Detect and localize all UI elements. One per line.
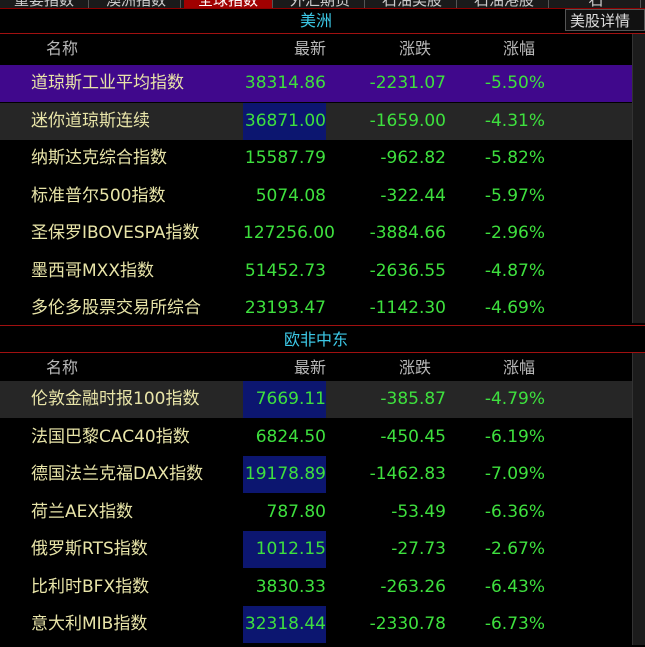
table-row[interactable]: 比利时BFX指数 3830.33 -263.26 -6.43% [0, 569, 632, 606]
column-title[interactable]: 涨跌 [398, 39, 431, 58]
change: -3884.66 [369, 223, 446, 243]
section-header: 欧非中东 [0, 328, 645, 353]
last-price: 5074.08 [255, 185, 326, 206]
change: -962.82 [380, 148, 446, 168]
tab[interactable]: 石 [552, 0, 641, 8]
table-row[interactable]: 迷你道琼斯连续 36871.00 -1659.00 -4.31% [0, 102, 632, 140]
index-name: 法国巴黎CAC40指数 [31, 426, 190, 447]
change-pct: -4.69% [484, 298, 545, 318]
index-name: 伦敦金融时报100指数 [31, 389, 200, 409]
column-header: 名称 最新 涨跌 涨幅 [0, 349, 632, 386]
table-row[interactable]: 伦敦金融时报100指数 7669.11 -385.87 -4.79% [0, 381, 632, 418]
table-row[interactable]: 德国法兰克福DAX指数 19178.89 -1462.83 -7.09% [0, 456, 632, 493]
change-pct: -4.79% [484, 389, 545, 409]
tab[interactable]: 重要指数 [0, 0, 89, 8]
change: -1659.00 [369, 110, 446, 131]
change: -263.26 [380, 576, 446, 597]
last-price: 127256.00 [243, 223, 335, 243]
column-title[interactable]: 涨跌 [398, 358, 431, 377]
change: -27.73 [391, 539, 446, 559]
change-pct: -2.67% [484, 539, 545, 559]
change: -1142.30 [369, 298, 446, 318]
index-name: 意大利MIB指数 [31, 614, 148, 634]
last-price: 7669.11 [243, 381, 326, 418]
table-row[interactable]: 圣保罗IBOVESPA指数 127256.00 -3884.66 -2.96% [0, 215, 632, 252]
table-row[interactable]: 法国巴黎CAC40指数 6824.50 -450.45 -6.19% [0, 419, 632, 456]
tab[interactable]: 外汇期货 [276, 0, 365, 8]
index-name: 荷兰AEX指数 [31, 501, 134, 522]
tab-bar: 重要指数 澳洲指数 全球指数 外汇期货 石油美股 石油港股石 [0, 0, 645, 9]
index-name: 道琼斯工业平均指数 [31, 73, 184, 93]
scrollbar[interactable] [632, 353, 645, 645]
change: -2231.07 [369, 73, 446, 93]
column-header: 名称 最新 涨跌 涨幅 [0, 30, 632, 67]
index-name: 标准普尔500指数 [31, 185, 166, 206]
index-name: 纳斯达克综合指数 [31, 148, 167, 168]
table-row[interactable]: 意大利MIB指数 32318.44 -2330.78 -6.73% [0, 606, 632, 643]
change-pct: -4.87% [484, 260, 545, 281]
tab[interactable]: 澳洲指数 [92, 0, 181, 8]
section-header: 美洲 美股详情 [0, 9, 645, 34]
last-price: 1012.15 [243, 531, 326, 568]
change: -385.87 [380, 389, 446, 409]
last-price: 6824.50 [255, 426, 326, 447]
change: -1462.83 [369, 464, 446, 484]
change-pct: -6.19% [484, 426, 545, 447]
column-title[interactable]: 最新 [293, 358, 326, 377]
index-name: 圣保罗IBOVESPA指数 [31, 223, 200, 243]
index-name: 比利时BFX指数 [31, 576, 150, 597]
change-pct: -6.43% [484, 576, 545, 597]
scrollbar[interactable] [632, 34, 645, 323]
table-row[interactable]: 荷兰AEX指数 787.80 -53.49 -6.36% [0, 494, 632, 531]
table-row[interactable]: 道琼斯工业平均指数 38314.86 -2231.07 -5.50% [0, 65, 632, 102]
section-title: 美洲 [299, 11, 332, 30]
last-price: 38314.86 [244, 73, 326, 93]
last-price: 787.80 [266, 501, 326, 522]
tab[interactable]: 石油美股 [368, 0, 457, 8]
detail-button[interactable]: 美股详情 [565, 9, 645, 31]
last-price: 19178.89 [243, 456, 326, 493]
table-row[interactable]: 俄罗斯RTS指数 1012.15 -27.73 -2.67% [0, 531, 632, 568]
section-divider [0, 325, 645, 326]
index-name: 墨西哥MXX指数 [31, 260, 154, 281]
last-price: 36871.00 [243, 102, 326, 140]
change: -2636.55 [369, 260, 446, 281]
change-pct: -4.31% [484, 110, 545, 131]
table-row[interactable]: 纳斯达克综合指数 15587.79 -962.82 -5.82% [0, 140, 632, 177]
section-title: 欧非中东 [283, 330, 348, 349]
table-row[interactable]: 多伦多股票交易所综合 23193.47 -1142.30 -4.69% [0, 290, 632, 327]
change-pct: -5.82% [484, 148, 545, 168]
index-name: 迷你道琼斯连续 [31, 110, 150, 131]
tab[interactable]: 石油港股 [460, 0, 549, 8]
index-name: 俄罗斯RTS指数 [31, 539, 148, 559]
index-name: 德国法兰克福DAX指数 [31, 464, 204, 484]
change: -53.49 [391, 501, 446, 522]
change-pct: -5.97% [484, 185, 545, 206]
change-pct: -6.36% [484, 501, 545, 522]
table-row[interactable]: 标准普尔500指数 5074.08 -322.44 -5.97% [0, 178, 632, 215]
change: -450.45 [380, 426, 446, 447]
last-price: 15587.79 [244, 148, 326, 168]
last-price: 23193.47 [244, 298, 326, 318]
change-pct: -6.73% [484, 614, 545, 634]
change-pct: -5.50% [484, 73, 545, 93]
last-price: 32318.44 [243, 606, 326, 643]
change: -322.44 [380, 185, 446, 206]
column-title[interactable]: 涨幅 [502, 358, 535, 377]
column-title[interactable]: 涨幅 [502, 39, 535, 58]
last-price: 3830.33 [255, 576, 326, 597]
index-name: 多伦多股票交易所综合 [31, 298, 201, 318]
change: -2330.78 [369, 614, 446, 634]
column-title[interactable]: 名称 [46, 39, 79, 58]
column-title[interactable]: 最新 [293, 39, 326, 58]
change-pct: -2.96% [484, 223, 545, 243]
column-title[interactable]: 名称 [46, 358, 79, 377]
change-pct: -7.09% [484, 464, 545, 484]
tab[interactable]: 全球指数 [184, 0, 273, 8]
last-price: 51452.73 [244, 260, 326, 281]
table-row[interactable]: 墨西哥MXX指数 51452.73 -2636.55 -4.87% [0, 253, 632, 290]
